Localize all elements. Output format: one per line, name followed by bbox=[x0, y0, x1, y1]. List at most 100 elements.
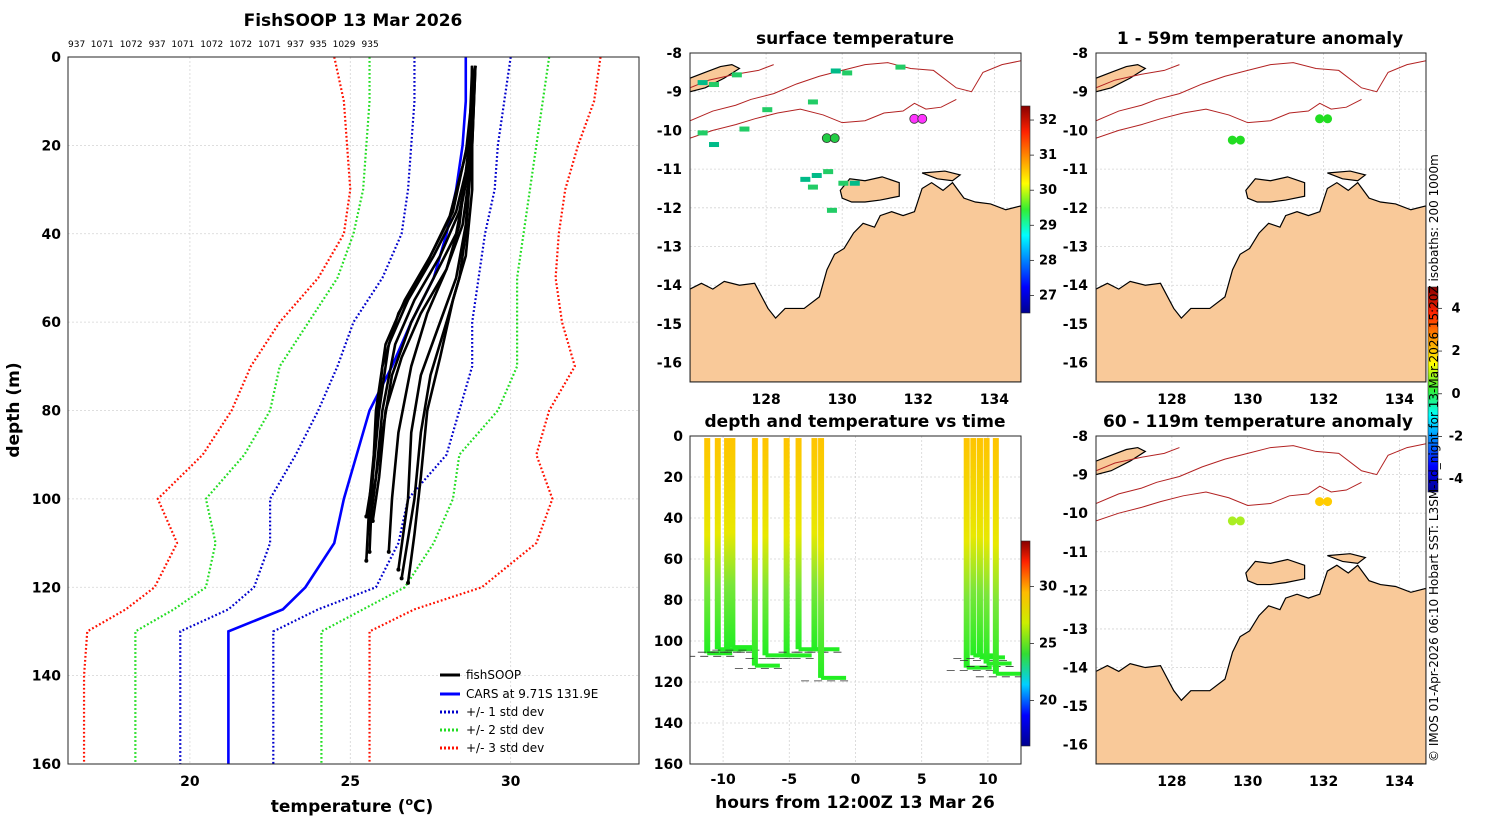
map-sst-cobourg bbox=[921, 170, 962, 182]
map-a2-marker-0a bbox=[1227, 516, 1237, 526]
map-sst-marker-1b bbox=[917, 113, 928, 124]
sst-pixel-13 bbox=[739, 126, 750, 132]
map-a1-box bbox=[1095, 52, 1427, 383]
map-a1-content bbox=[1096, 53, 1426, 382]
map-a1-isobath-1000 bbox=[1096, 99, 1362, 139]
profile-plot-lines bbox=[82, 57, 602, 764]
profile-ytick-2: 40 bbox=[42, 227, 62, 243]
map-sst-ytick-2: -10 bbox=[657, 123, 683, 139]
map-a2-ytick-0: -8 bbox=[1072, 429, 1088, 445]
time-ytick-8: 160 bbox=[654, 757, 683, 773]
time-ytick-3: 60 bbox=[664, 552, 684, 568]
anomaly-1-59m-map: -8 -9 -10 -11 -12 -13 -14 -15 -16 128 130 132 134 bbox=[1063, 46, 1427, 408]
map-sst-melville-island bbox=[839, 176, 900, 203]
profile-ytick-8: 160 bbox=[32, 757, 61, 773]
map-a1-cobourg bbox=[1327, 170, 1367, 182]
map-a1-ytick-6: -14 bbox=[1063, 278, 1089, 294]
profile-ytick-4: 80 bbox=[42, 404, 62, 420]
cb-anom-label-2: 0 bbox=[1451, 387, 1460, 402]
profile-ytick-0: 0 bbox=[51, 50, 61, 66]
cast-1 bbox=[714, 438, 721, 650]
sst-pixel-5 bbox=[895, 64, 906, 70]
fishsoop-end-5 bbox=[399, 576, 404, 581]
cb-sst-label-1: 28 bbox=[1039, 253, 1057, 268]
sst-pixel-0 bbox=[697, 80, 708, 86]
std-line--3 bbox=[82, 57, 352, 764]
map-a1-marker-0b bbox=[1235, 135, 1245, 145]
sst-colorbar: 27 28 29 30 31 32 bbox=[1020, 105, 1057, 314]
profile-legend: fishSOOP CARS at 9.71S 131.9E +/- 1 std … bbox=[440, 668, 598, 755]
map-a2-ytick-5: -13 bbox=[1063, 622, 1088, 638]
fishsoop-end-2 bbox=[367, 549, 372, 554]
profile-ytick-7: 140 bbox=[32, 669, 61, 685]
time-ytick-7: 140 bbox=[654, 716, 683, 732]
x-label-main: temperature ( bbox=[271, 797, 406, 817]
cb-anom-label-4: 4 bbox=[1451, 301, 1460, 316]
std-line-+1 bbox=[272, 57, 512, 764]
surface-temperature-map: -8 -9 -10 -11 -12 -13 -14 -15 -16 128 130 132 134 bbox=[657, 46, 1022, 408]
fishsoop-end-7 bbox=[364, 558, 369, 563]
map-a2-xtick-2: 132 bbox=[1309, 774, 1338, 790]
cast-11 bbox=[970, 438, 977, 656]
profile-title: FishSOOP 13 Mar 2026 bbox=[244, 11, 463, 31]
map-a1-ytick-0: -8 bbox=[1072, 46, 1088, 62]
time-ytick-6: 120 bbox=[654, 675, 683, 691]
map-a2-ytick-6: -14 bbox=[1063, 661, 1089, 677]
sst-pixel-14 bbox=[697, 130, 708, 136]
map-a1-marker-1a bbox=[1315, 114, 1325, 124]
cb-anom-label-3: 2 bbox=[1451, 344, 1460, 359]
profile-id-9: 935 bbox=[310, 40, 327, 50]
fishsoop-profile-9 bbox=[368, 65, 477, 530]
map-a1-xtick-3: 134 bbox=[1385, 392, 1414, 408]
cb-sst-label-4: 31 bbox=[1039, 148, 1057, 163]
map-a1-xtick-2: 132 bbox=[1309, 392, 1338, 408]
time-ytick-4: 80 bbox=[664, 593, 684, 609]
map-a1-ytick-1: -9 bbox=[1072, 85, 1088, 101]
profile-ytick-3: 60 bbox=[42, 315, 62, 331]
cast-3 bbox=[729, 438, 736, 648]
time-colorbar: 20 25 30 bbox=[1020, 540, 1057, 747]
map-a2-timor bbox=[1096, 446, 1147, 476]
cast-2 bbox=[724, 438, 731, 650]
legend-fishsoop: fishSOOP bbox=[466, 668, 521, 682]
map-a2-xtick-3: 134 bbox=[1385, 774, 1414, 790]
sst-pixel-7 bbox=[823, 169, 834, 175]
std-line-+2 bbox=[320, 57, 551, 764]
cast-12 bbox=[976, 438, 983, 658]
cb-time-label-1: 25 bbox=[1039, 637, 1057, 652]
map-sst-marker-0b bbox=[829, 133, 840, 144]
side-credit: © IMOS 01-Apr-2026 06:10 Hobart SST: L3S… bbox=[1427, 154, 1441, 762]
map-a2-ytick-2: -10 bbox=[1063, 506, 1089, 522]
map-a2-xtick-0: 128 bbox=[1157, 774, 1186, 790]
map-sst-content bbox=[690, 53, 1021, 382]
map-a2-isobath-north bbox=[1096, 447, 1180, 472]
map-a2-australia bbox=[1096, 564, 1426, 764]
profile-id-2: 1072 bbox=[120, 40, 143, 50]
map-sst-ytick-8: -16 bbox=[657, 356, 682, 372]
map-sst-isobath-1000 bbox=[690, 99, 957, 139]
profile-xtick-2: 30 bbox=[501, 774, 521, 790]
profile-id-1: 1071 bbox=[91, 40, 114, 50]
time-x-axis-label: hours from 12:00Z 13 Mar 26 bbox=[715, 793, 995, 813]
sst-pixel-3 bbox=[830, 68, 841, 74]
cast-7 bbox=[795, 438, 802, 650]
profile-id-8: 937 bbox=[287, 40, 304, 50]
profile-axes-box bbox=[67, 56, 640, 765]
cb-time-label-2: 30 bbox=[1039, 580, 1057, 595]
profile-id-0: 937 bbox=[68, 40, 85, 50]
anomaly-60-119m-map: -8 -9 -10 -11 -12 -13 -14 -15 -16 128 130 132 134 bbox=[1063, 429, 1427, 790]
map-a2-marker-1a bbox=[1315, 497, 1325, 507]
profile-id-6: 1072 bbox=[229, 40, 252, 50]
cast-14 bbox=[992, 438, 999, 674]
map-sst-xtick-3: 134 bbox=[980, 392, 1009, 408]
map-a1-ytick-7: -15 bbox=[1063, 317, 1088, 333]
fishsoop-profile-5 bbox=[400, 65, 474, 579]
cast-10 bbox=[963, 438, 970, 668]
cast-5 bbox=[762, 438, 769, 656]
profile-id-11: 935 bbox=[362, 40, 379, 50]
fishsoop-profile-7 bbox=[365, 65, 477, 561]
map-a2-isobath-1000 bbox=[1096, 481, 1362, 522]
cb-sst-label-3: 30 bbox=[1039, 183, 1057, 198]
